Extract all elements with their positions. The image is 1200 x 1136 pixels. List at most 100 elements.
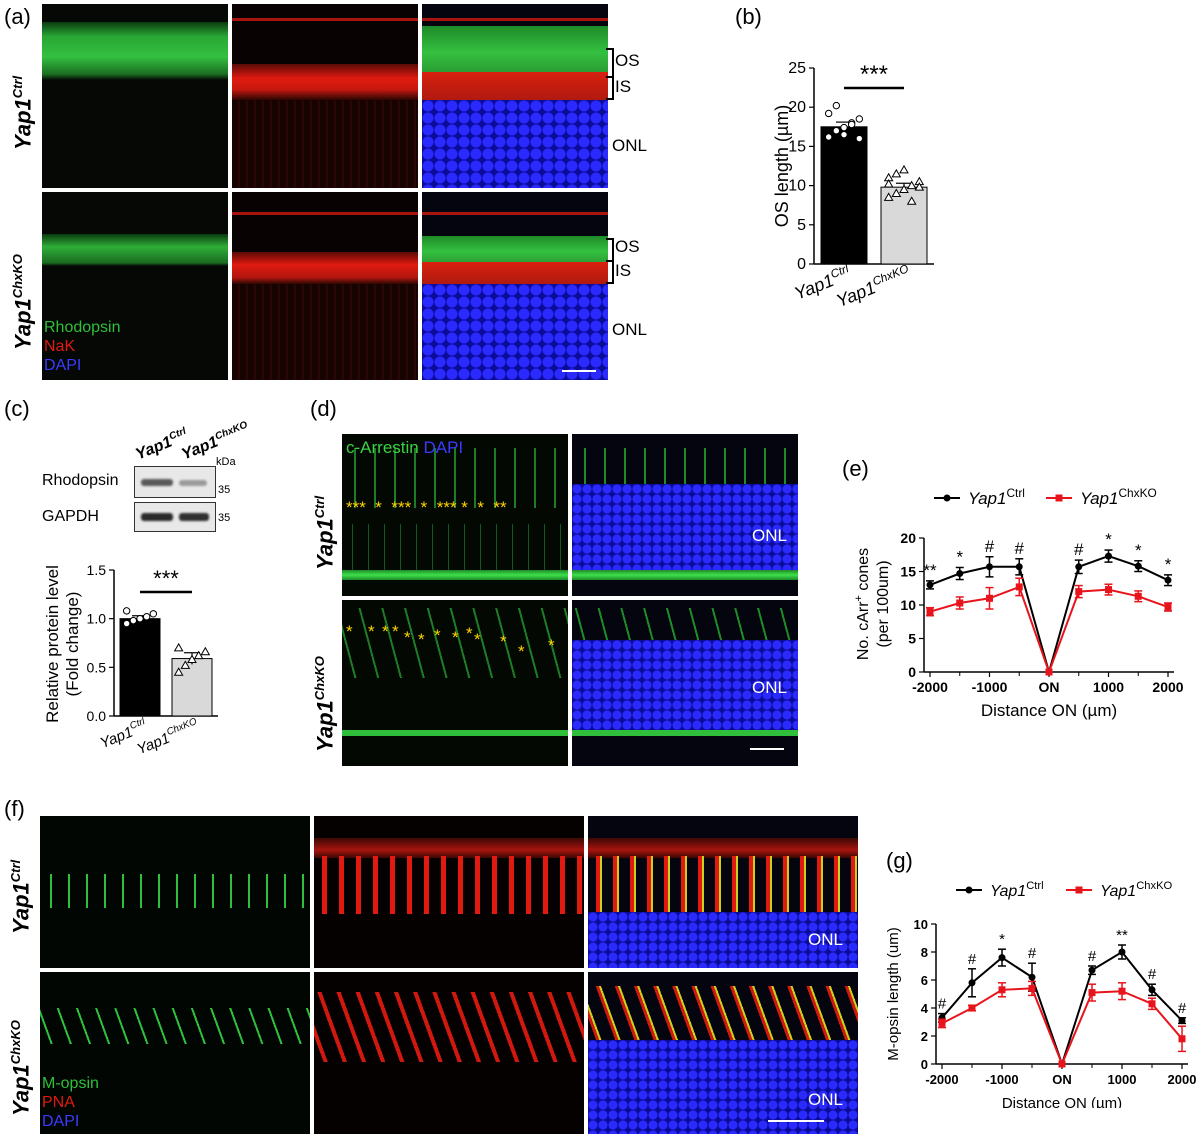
data-point — [832, 127, 841, 135]
data-point — [855, 134, 864, 143]
panel-a-ko-merge-image — [422, 192, 608, 380]
significance-label: ** — [923, 561, 937, 580]
y-tick-label: 0.0 — [87, 708, 107, 724]
star-marker: * — [404, 628, 411, 647]
data-point — [149, 610, 158, 618]
data-point — [1015, 583, 1023, 591]
layer-is-ctrl: IS — [615, 77, 632, 96]
star-marker: * — [382, 622, 389, 641]
data-point — [968, 979, 976, 987]
panel-d-label: (d) — [310, 396, 337, 421]
data-point — [840, 130, 848, 139]
x-tick-label: 1000 — [1093, 679, 1124, 695]
data-point — [173, 667, 184, 676]
data-point — [1028, 984, 1036, 992]
panel-f-ctrl-mopsin-image — [40, 816, 310, 968]
data-point — [1164, 576, 1172, 584]
data-point — [1045, 668, 1053, 676]
data-point — [1088, 989, 1096, 997]
data-point — [1118, 948, 1126, 956]
panel-a-label: (a) — [4, 4, 31, 29]
significance-label: # — [1028, 945, 1037, 962]
data-point — [1028, 973, 1036, 981]
star-marker: * — [418, 630, 425, 649]
os-bracket-ko — [606, 238, 614, 262]
data-point — [998, 954, 1006, 962]
x-tick-label: -2000 — [925, 1072, 958, 1087]
data-point — [180, 660, 191, 669]
y-axis-label: M-opsin length (um) — [885, 927, 902, 1060]
significance-label: *** — [860, 61, 888, 88]
data-point — [1075, 563, 1083, 571]
blot-label-rhodopsin: Rhodopsin — [42, 472, 119, 489]
legend-label: Yap1Ctrl — [990, 880, 1044, 900]
star-marker: * — [474, 630, 481, 649]
significance-label: *** — [153, 566, 179, 591]
data-point — [938, 1019, 946, 1027]
data-point — [1178, 1017, 1186, 1025]
star-marker: * — [346, 622, 353, 641]
panel-d-ctrl-left-image — [342, 434, 568, 596]
x-tick-label: -1000 — [972, 679, 1008, 695]
panel-d-ko-left-image — [342, 600, 568, 766]
y-tick-label: 15 — [788, 138, 806, 155]
y-axis-label-line1: No. cArr+ cones — [853, 548, 872, 660]
panel-d-stain-label: c-Arrestin DAPI — [346, 438, 464, 457]
onl-label-f-ko: ONL — [808, 1090, 843, 1109]
panel-a-row-label-ko: Yap1ChxKO — [10, 254, 36, 350]
data-point — [906, 180, 917, 190]
y-tick-label: 0.5 — [87, 659, 107, 675]
data-point — [1058, 1060, 1066, 1068]
panel-f-row-label-ctrl: Yap1Ctrl — [8, 859, 34, 934]
data-point — [1164, 603, 1172, 611]
series-line-ctrl — [929, 555, 1169, 676]
x-tick-label: 1000 — [1108, 1072, 1137, 1087]
y-tick-label: 10 — [914, 917, 928, 932]
panel-f-ctrl-pna-image — [314, 816, 584, 968]
data-point — [1105, 552, 1112, 560]
legend-dapi-f: DAPI — [42, 1113, 80, 1130]
panel-f-ko-merge-image — [588, 972, 858, 1134]
legend-dapi: DAPI — [44, 357, 82, 374]
data-point — [142, 613, 151, 621]
x-tick-label: -1000 — [985, 1072, 1018, 1087]
legend-rhodopsin: Rhodopsin — [44, 319, 121, 336]
legend-marker — [1055, 494, 1063, 502]
layer-onl-ko: ONL — [612, 320, 647, 339]
kda-label: kDa — [216, 456, 236, 468]
legend-marker — [965, 886, 973, 894]
data-point — [956, 599, 964, 607]
data-point — [832, 101, 841, 110]
onl-label-d-ctrl: ONL — [752, 526, 787, 545]
y-tick-label: 0 — [797, 256, 806, 273]
y-tick-label: 10 — [788, 178, 806, 195]
significance-label: # — [1178, 1000, 1187, 1017]
legend-pna: PNA — [42, 1094, 75, 1111]
y-tick-label: 25 — [788, 60, 806, 77]
layer-os-ko: OS — [615, 237, 640, 256]
os-bracket-ctrl — [606, 48, 614, 78]
y-tick-label: 0 — [908, 664, 916, 680]
data-point — [883, 179, 894, 188]
y-axis-label: OS length (µm) — [772, 105, 792, 227]
panel-a-ctrl-merge-image — [422, 4, 608, 188]
series-line-chxko — [929, 585, 1169, 675]
y-tick-label: 4 — [921, 1001, 929, 1016]
x-axis-label: Distance ON (µm) — [981, 701, 1117, 720]
data-point — [914, 182, 925, 191]
data-point — [986, 563, 993, 571]
star-marker: * — [518, 642, 525, 661]
panel-a-row-label-ctrl: Yap1Ctrl — [10, 75, 36, 150]
significance-label: ** — [1116, 927, 1128, 944]
y-tick-label: 6 — [921, 973, 928, 988]
data-point — [1015, 563, 1023, 571]
panel-a-ctrl-nak-image — [232, 4, 418, 188]
significance-label: * — [999, 931, 1005, 948]
stars-ctrl: *** * *** * *** * * ** — [346, 498, 507, 517]
x-tick-label: ON — [1039, 679, 1060, 695]
chart-g: 0 2 4 6 8 10 -2000 -1000 ON 1000 2000 # # * # # ** # # Yap1… — [885, 880, 1196, 1108]
data-point — [899, 184, 909, 194]
panel-a-ko-nak-image — [232, 192, 418, 380]
data-point — [956, 570, 964, 578]
